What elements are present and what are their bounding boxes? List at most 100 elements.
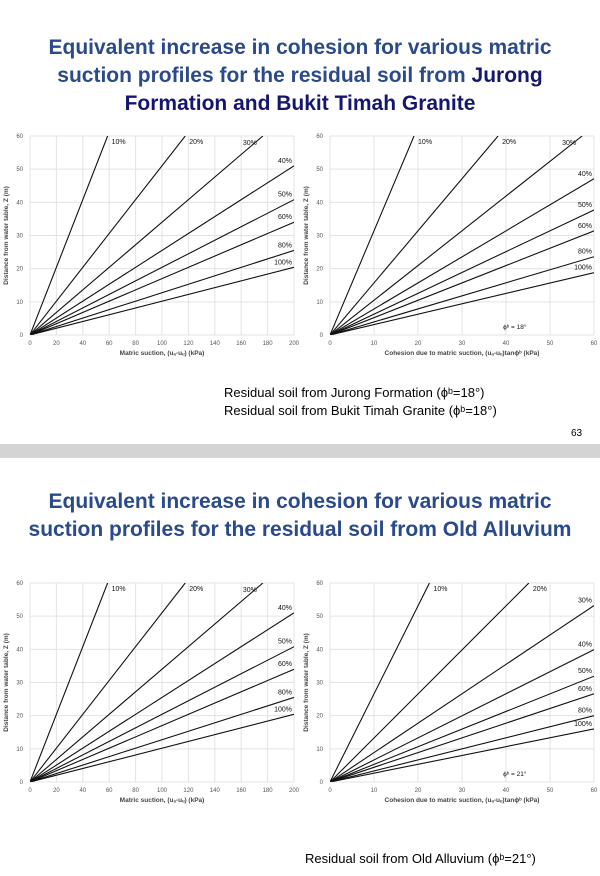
x-tick-label: 200 xyxy=(289,341,300,347)
series-line-30pct xyxy=(330,605,594,782)
series-label-40pct: 40% xyxy=(578,171,592,178)
x-tick-label: 50 xyxy=(547,788,554,794)
y-tick-label: 0 xyxy=(20,333,24,339)
x-tick-label: 80 xyxy=(132,341,139,347)
x-tick-label: 180 xyxy=(263,788,274,794)
y-tick-label: 20 xyxy=(16,714,23,720)
x-axis-label: Cohesion due to matric suction, (uₐ-uᵤ)t… xyxy=(385,350,540,357)
series-line-20pct xyxy=(30,583,186,782)
series-label-20pct: 20% xyxy=(189,586,203,593)
x-tick-label: 120 xyxy=(183,341,194,347)
x-tick-label: 140 xyxy=(210,341,221,347)
series-label-40pct: 40% xyxy=(278,605,292,612)
series-line-100pct xyxy=(330,728,594,782)
y-tick-label: 0 xyxy=(20,780,24,786)
series-line-60pct xyxy=(30,668,294,782)
series-line-50pct xyxy=(330,675,594,782)
series-label-50pct: 50% xyxy=(578,202,592,209)
y-tick-label: 40 xyxy=(316,647,323,653)
series-label-50pct: 50% xyxy=(278,192,292,199)
x-tick-label: 20 xyxy=(53,341,60,347)
y-tick-label: 0 xyxy=(320,333,324,339)
y-tick-label: 20 xyxy=(316,267,323,273)
x-tick-label: 30 xyxy=(459,341,466,347)
series-label-80pct: 80% xyxy=(578,249,592,256)
x-tick-label: 0 xyxy=(328,341,332,347)
slide-old-alluvium: Equivalent increase in cohesion for vari… xyxy=(0,458,600,876)
x-tick-label: 100 xyxy=(157,788,168,794)
page-number: 63 xyxy=(571,428,583,439)
x-tick-label: 140 xyxy=(210,788,221,794)
y-tick-label: 10 xyxy=(16,300,23,306)
chart-matric-suction-old-alluvium: 0 20 40 60 80 100 120 140 160 180 200 0 10 20 30 40 50 60… xyxy=(3,581,300,804)
series-line-60pct xyxy=(330,693,594,782)
x-tick-label: 20 xyxy=(415,341,422,347)
series-label-30pct: 30% xyxy=(243,140,257,147)
series-line-30pct xyxy=(30,583,264,782)
series-line-60pct xyxy=(30,221,294,335)
y-tick-label: 30 xyxy=(16,234,23,240)
x-tick-label: 20 xyxy=(53,788,60,794)
series-line-80pct xyxy=(330,715,594,782)
series-line-80pct xyxy=(30,249,294,335)
series-label-30pct: 30% xyxy=(243,587,257,594)
y-axis-label: Distance from water table, Z (m) xyxy=(3,186,10,285)
series-label-40pct: 40% xyxy=(278,158,292,165)
series-label-60pct: 60% xyxy=(578,223,592,230)
series-line-10pct xyxy=(30,136,109,335)
series-label-50pct: 50% xyxy=(278,639,292,646)
y-tick-label: 50 xyxy=(16,614,23,620)
x-tick-label: 60 xyxy=(591,788,598,794)
series-label-20pct: 20% xyxy=(533,586,547,593)
y-tick-label: 0 xyxy=(320,780,324,786)
series-line-10pct xyxy=(30,583,109,782)
series-label-100pct: 100% xyxy=(274,259,292,266)
series-label-60pct: 60% xyxy=(278,661,292,668)
y-tick-label: 50 xyxy=(316,614,323,620)
y-tick-label: 30 xyxy=(16,681,23,687)
caption-bukit-timah: Residual soil from Bukit Timah Granite (… xyxy=(224,403,497,418)
x-tick-label: 40 xyxy=(503,788,510,794)
y-tick-label: 60 xyxy=(16,581,23,587)
series-label-20pct: 20% xyxy=(189,139,203,146)
x-tick-label: 30 xyxy=(459,788,466,794)
series-line-100pct xyxy=(330,272,594,335)
slide-title-highlight: Jurong Formation and Bukit Timah Granite xyxy=(124,64,543,115)
x-tick-label: 80 xyxy=(132,788,139,794)
x-tick-label: 0 xyxy=(28,341,32,347)
series-label-30pct: 30% xyxy=(578,598,592,605)
series-line-20pct xyxy=(330,583,530,782)
series-line-30pct xyxy=(30,136,264,335)
series-line-40pct xyxy=(30,612,294,782)
y-tick-label: 30 xyxy=(316,681,323,687)
x-axis-label: Matric suction, (uₐ-uᵤ) (kPa) xyxy=(120,350,205,357)
chart-matric-suction-jurong: 0 20 40 60 80 100 120 140 160 180 200 0 10 20 30 40 50 60… xyxy=(3,134,300,357)
series-label-10pct: 10% xyxy=(418,139,432,146)
caption-old-alluvium: Residual soil from Old Alluvium (ϕᵇ=21°) xyxy=(305,851,536,866)
chart-cohesion-jurong: 0 10 20 30 40 50 60 0 10 20 30 40 50 60 Cohesion due t… xyxy=(303,134,598,357)
y-tick-label: 40 xyxy=(16,647,23,653)
series-label-10pct: 10% xyxy=(433,586,447,593)
x-tick-label: 0 xyxy=(328,788,332,794)
y-tick-label: 60 xyxy=(316,581,323,587)
slide-title: Equivalent increase in cohesion for vari… xyxy=(28,490,572,541)
series-line-40pct xyxy=(30,165,294,335)
x-tick-label: 60 xyxy=(106,341,113,347)
series-line-20pct xyxy=(330,136,499,335)
x-tick-label: 180 xyxy=(263,341,274,347)
x-tick-label: 100 xyxy=(157,341,168,347)
chart-cohesion-old-alluvium: 0 10 20 30 40 50 60 0 10 20 30 40 50 60 Cohesion due t… xyxy=(303,581,598,804)
y-tick-label: 40 xyxy=(16,200,23,206)
y-tick-label: 20 xyxy=(16,267,23,273)
x-axis-label: Cohesion due to matric suction, (uₐ-uᵤ)t… xyxy=(385,797,540,804)
y-tick-label: 60 xyxy=(16,134,23,140)
slide-title-text: Equivalent increase in cohesion for vari… xyxy=(48,36,552,87)
series-label-80pct: 80% xyxy=(278,242,292,249)
series-line-10pct xyxy=(330,136,415,335)
x-tick-label: 20 xyxy=(415,788,422,794)
series-line-30pct xyxy=(330,136,583,335)
phi-b-annotation: ϕᵇ = 21° xyxy=(503,770,527,778)
y-tick-label: 40 xyxy=(316,200,323,206)
x-tick-label: 200 xyxy=(289,788,300,794)
series-label-80pct: 80% xyxy=(578,708,592,715)
